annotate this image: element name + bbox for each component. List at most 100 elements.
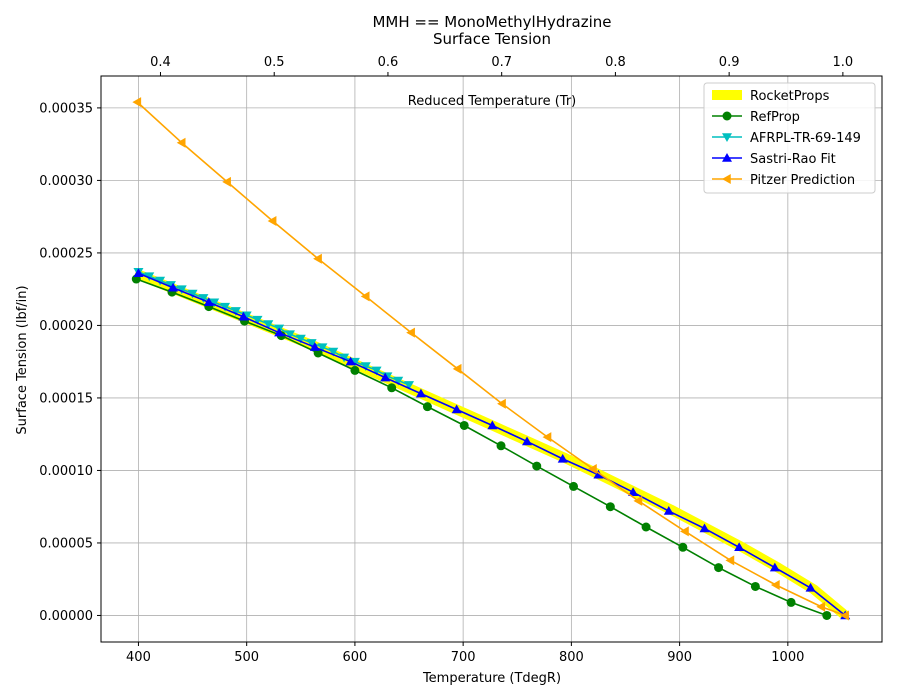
data-point [263, 320, 274, 329]
data-point [238, 311, 249, 321]
y-tick-label: 0.00000 [39, 609, 93, 624]
data-point [816, 601, 826, 612]
legend-label: Pitzer Prediction [750, 173, 855, 188]
data-point [714, 563, 724, 573]
x2-tick-label: 0.4 [150, 55, 171, 70]
legend-entry: RefProp [712, 110, 800, 125]
series-afrpl-tr-69-149 [133, 268, 415, 390]
x-tick-label: 900 [667, 650, 692, 665]
legend-label: AFRPL-TR-69-149 [750, 131, 861, 146]
data-point [569, 481, 579, 491]
y-tick-label: 0.00030 [39, 174, 93, 189]
data-point [588, 463, 597, 474]
data-point [209, 298, 220, 308]
data-point [840, 610, 849, 621]
legend-label: RefProp [750, 110, 800, 125]
data-point [786, 597, 796, 607]
legend-entry: RocketProps [712, 89, 830, 104]
x-tick-label: 800 [559, 650, 584, 665]
data-point [593, 469, 604, 479]
data-point [360, 362, 371, 372]
x-tick-label: 600 [342, 650, 367, 665]
data-point [770, 580, 780, 591]
y-tick-label: 0.00035 [39, 101, 93, 116]
series-layer [131, 97, 851, 621]
legend-marker [722, 153, 732, 162]
legend-marker [722, 111, 732, 121]
data-point [532, 461, 542, 471]
legend-box [703, 82, 876, 194]
chart-title: MMH == MonoMethylHydrazine [372, 13, 611, 31]
data-point [360, 291, 370, 302]
plot-frame [100, 75, 883, 643]
x2-tick-label: 0.9 [719, 55, 740, 70]
y-tick-label: 0.00010 [39, 464, 93, 479]
series-sastri-rao-fit [133, 268, 851, 620]
x2-tick-label: 0.7 [491, 55, 512, 70]
series-line [136, 278, 828, 617]
data-point [404, 381, 415, 390]
y-tick-label: 0.00020 [39, 319, 93, 334]
x2-axis-label: Reduced Temperature (Tr) [408, 94, 576, 109]
data-point [313, 253, 322, 264]
data-point [769, 562, 780, 572]
data-point [822, 610, 832, 620]
data-point [557, 453, 568, 463]
legend: RocketProps RefProp AFRPL-TR-69-149 Sastri-… [703, 82, 876, 194]
data-point [132, 97, 142, 108]
x-tick-label: 1000 [771, 650, 804, 665]
data-point [633, 495, 643, 506]
data-point [451, 404, 462, 414]
data-point [422, 402, 432, 412]
data-point [222, 176, 231, 187]
data-point [725, 555, 735, 566]
data-point [497, 398, 506, 409]
legend-entry: AFRPL-TR-69-149 [712, 131, 861, 146]
data-point [144, 272, 155, 282]
data-point [393, 376, 404, 386]
data-point [295, 334, 306, 344]
data-point [605, 502, 615, 512]
data-point [252, 315, 263, 325]
x2-tick-label: 1.0 [833, 55, 854, 70]
data-point [406, 327, 415, 338]
data-point [220, 302, 231, 312]
data-point [198, 294, 209, 303]
x-tick-label: 700 [451, 650, 476, 665]
y-tick-label: 0.00025 [39, 246, 93, 261]
data-point [267, 216, 277, 227]
y-axis-label: Surface Tension (lbf/in) [15, 285, 30, 434]
x-tick-label: 400 [126, 650, 151, 665]
data-point [371, 366, 382, 376]
data-point [459, 420, 469, 430]
legend-label: Sastri-Rao Fit [750, 152, 836, 167]
data-point [750, 581, 760, 591]
axes: 400 500 600 700 800 900 1000 0.00000 0.00005 0.00… [39, 55, 853, 665]
x2-tick-label: 0.8 [605, 55, 626, 70]
y-tick-label: 0.00005 [39, 536, 93, 551]
data-point [309, 342, 320, 351]
legend-marker [722, 174, 731, 184]
data-point [452, 363, 462, 374]
data-point [187, 289, 198, 299]
data-point [133, 268, 144, 277]
data-point [176, 285, 187, 295]
series-pitzer-prediction [132, 97, 849, 621]
data-point [699, 523, 710, 533]
data-point [176, 137, 186, 148]
data-point [350, 365, 360, 375]
data-point [274, 327, 285, 337]
legend-label: RocketProps [750, 89, 830, 104]
x-axis-label: Temperature (TdegR) [422, 671, 561, 686]
data-point [628, 487, 639, 496]
data-point [230, 307, 241, 316]
data-point [641, 522, 651, 532]
data-point [663, 506, 674, 515]
data-point [496, 441, 506, 451]
data-point [306, 339, 317, 348]
data-point [339, 353, 350, 363]
chart-subtitle: Surface Tension [433, 30, 551, 48]
legend-entry: Pitzer Prediction [712, 173, 855, 188]
y-tick-label: 0.00015 [39, 391, 93, 406]
